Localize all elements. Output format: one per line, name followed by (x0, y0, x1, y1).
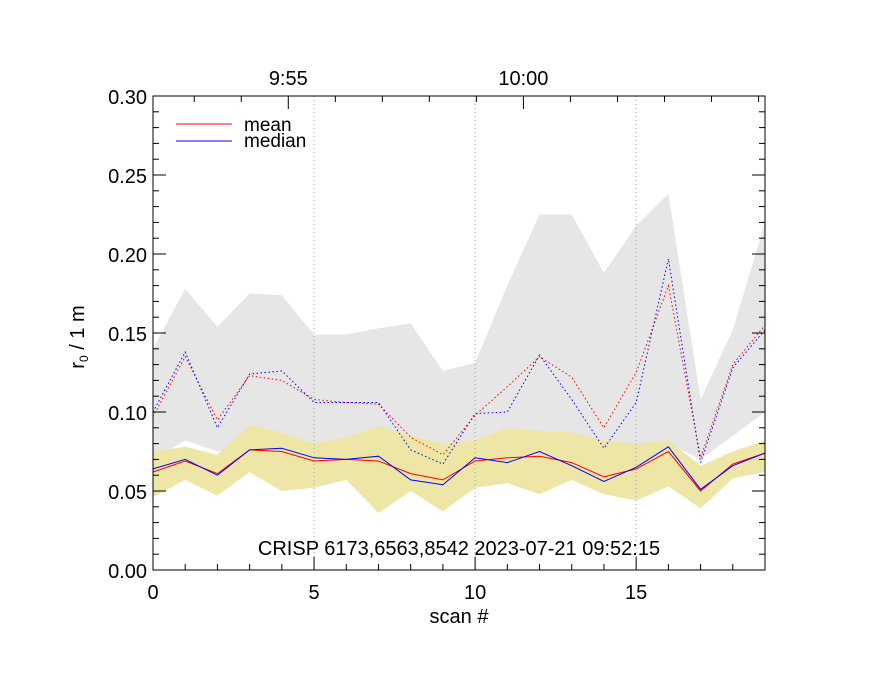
range-bands (153, 194, 765, 514)
series-line-median-peak (152, 258, 766, 465)
series-line-mean-peak (152, 283, 766, 460)
y-tick-label-3: 0.15 (108, 324, 147, 346)
y-axis-title-rest: / 1 m (67, 305, 89, 355)
band-range-bright (153, 194, 765, 460)
legend: mean median (176, 115, 306, 152)
x-tick-label-0: 0 (147, 582, 158, 604)
y-tick-label-4: 0.20 (108, 245, 147, 267)
top-tick-label-0: 9:55 (269, 68, 308, 90)
tick-labels: 0 5 10 15 0.00 0.05 0.10 0.15 0.20 0.25 0.30 9:55 10… (108, 68, 647, 604)
x-axis-title: scan # (430, 606, 490, 628)
legend-label-median: median (244, 131, 306, 152)
axes (152, 95, 766, 571)
band-range-core (153, 424, 765, 514)
x-tick-label-10: 10 (464, 582, 486, 604)
y-axis-title-main: r (67, 362, 89, 369)
legend-label-mean: mean (244, 115, 292, 136)
y-axis-title-subscript: 0 (77, 355, 91, 362)
x-tick-label-5: 5 (308, 582, 319, 604)
vertical-gridlines (313, 96, 637, 570)
x-tick-label-15: 15 (625, 582, 647, 604)
chart-annotation: CRISP 6173,6563,8542 2023-07-21 09:52:15 (258, 538, 660, 560)
data-series (152, 258, 766, 492)
y-tick-label-1: 0.05 (108, 482, 147, 504)
series-line-mean (152, 449, 766, 492)
y-tick-label-0: 0.00 (108, 561, 147, 583)
series-line-median (152, 446, 766, 491)
y-tick-label-5: 0.25 (108, 166, 147, 188)
y-tick-label-2: 0.10 (108, 403, 147, 425)
top-tick-label-1: 10:00 (498, 68, 548, 90)
y-tick-label-6: 0.30 (108, 87, 147, 109)
y-axis-title: r0 / 1 m (67, 305, 91, 368)
